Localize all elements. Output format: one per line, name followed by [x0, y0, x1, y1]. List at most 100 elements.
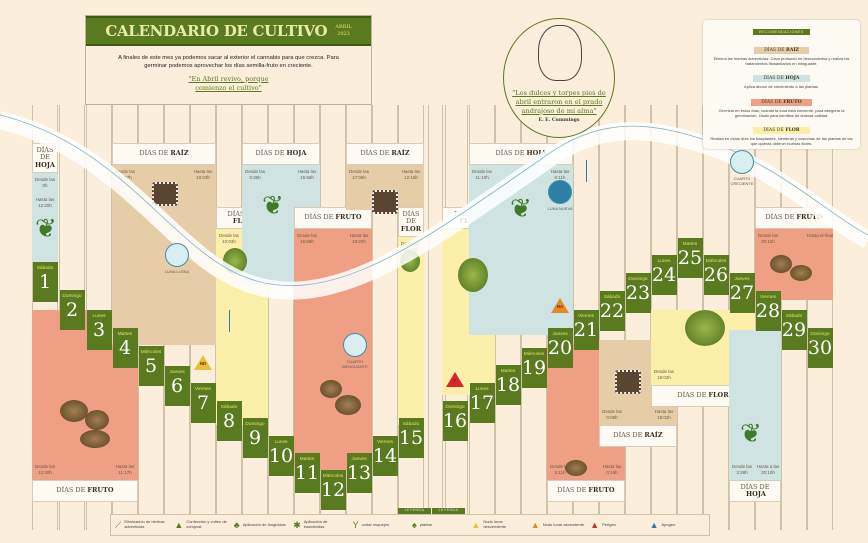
day-number: 8 — [222, 410, 236, 432]
day-box-28[interactable]: Viernes 28 — [755, 291, 781, 331]
recommendations-title: RECOMENDACIONES — [753, 29, 810, 35]
period-type: HOJA — [35, 160, 55, 169]
day-number: 16 — [442, 410, 468, 432]
legend-item: ▲ Perigeo — [590, 520, 645, 531]
recommendation-item: DÍAS DE HOJA Aplica abono de crecimiento … — [703, 66, 860, 89]
day-number: 14 — [372, 445, 398, 467]
day-number: 1 — [38, 271, 52, 293]
period-prefix: DÍAS DE — [360, 149, 390, 158]
legend-item: ♣ Aplicación de fungicidas — [234, 520, 289, 531]
day-box-26[interactable]: Miércoles 26 — [703, 255, 729, 295]
ascending-node-icon: ▲ — [530, 519, 540, 530]
day-box-21[interactable]: Viernes 21 — [573, 310, 599, 350]
weekday: Sábado — [36, 266, 54, 271]
day-box-22[interactable]: Sábado 22 — [599, 291, 625, 331]
day-box-29[interactable]: Sábado 29 — [781, 310, 807, 350]
recommendation-item: DÍAS DE FLOR Realiza en estos días los tr… — [703, 118, 860, 146]
day-number: 15 — [398, 427, 424, 449]
period-desde: Desde las 11:17h — [114, 169, 135, 180]
heading-type: FRUTO — [783, 99, 802, 105]
poem-quote: "Los dulces y torpes pies de abril entra… — [512, 89, 606, 115]
legend-item: ▲ Apogeo — [650, 520, 705, 531]
day-box-4[interactable]: Martes 4 — [112, 328, 138, 368]
period-hasta: Hasta las 11:17h — [115, 464, 135, 475]
day-number: 20 — [547, 337, 573, 359]
day-box-13[interactable]: Jueves 13 — [346, 453, 372, 493]
day-box-12[interactable]: Miércoles 12 — [320, 470, 346, 510]
legend: ⟋ Eliminación de hierbas adventicias ▲ Conf… — [110, 514, 710, 536]
day-box-24[interactable]: Lunes 24 — [651, 255, 677, 295]
weekday: Domingo — [810, 332, 830, 337]
year: 2023 — [337, 31, 350, 37]
day-box-16[interactable]: Domingo 16 — [442, 401, 468, 441]
period-prefix: DÍAS DE — [36, 145, 54, 162]
seed-illustration — [320, 380, 342, 398]
period-header: DÍAS DE FRUTO — [755, 207, 833, 229]
day-box-10[interactable]: Lunes 10 — [268, 436, 294, 476]
day-box-9[interactable]: Domingo 9 — [242, 418, 268, 458]
day-box-11[interactable]: Martes 11 — [294, 453, 320, 493]
leaf-illustration: ❦ — [510, 193, 532, 223]
day-box-5[interactable]: Miércoles 5 — [138, 346, 164, 386]
day-number: 3 — [92, 319, 106, 341]
day-box-18[interactable]: Martes 18 — [495, 365, 521, 405]
weekday: Martes — [117, 332, 133, 337]
legend-label: Aplicación de fungicidas — [242, 521, 286, 527]
lunar-event-marker: ND — [194, 355, 212, 370]
day-number: 9 — [248, 427, 262, 449]
day-box-1[interactable]: Sábado 1 — [32, 262, 58, 302]
period-type: HOJA — [746, 490, 766, 498]
period-hasta: Hasta el final — [807, 233, 834, 238]
weekday: Sábado — [220, 405, 238, 410]
day-box-30[interactable]: Domingo 30 — [807, 328, 833, 368]
day-box-14[interactable]: Viernes 14 — [372, 436, 398, 476]
period-hasta: Hasta las 10:03h — [193, 169, 213, 180]
period-desde: Desde las 17:06h — [348, 169, 369, 180]
weekday: Martes — [500, 369, 516, 374]
weekday: Miércoles — [705, 259, 727, 264]
day-box-19[interactable]: Miércoles 19 — [521, 348, 547, 388]
period-desde: Desde las 20:11h — [757, 233, 778, 244]
legend-label: Aplicación de insecticidas — [303, 519, 328, 529]
day-number: 21 — [573, 319, 599, 341]
day-box-6[interactable]: Jueves 6 — [164, 366, 190, 406]
legend-label: Nodo lunar ascendente — [542, 521, 585, 527]
day-number: 19 — [521, 357, 547, 379]
day-box-20[interactable]: Jueves 20 — [547, 328, 573, 368]
seed-illustration — [80, 430, 110, 448]
recommendation-text: Aplica abono de crecimiento a las planta… — [744, 84, 819, 90]
period-header: DÍAS DE RAÍZ — [599, 425, 677, 447]
day-box-7[interactable]: Viernes 7 — [190, 383, 216, 423]
period-hasta: Hasta a las 20:10h — [756, 464, 780, 475]
period-type: RAÍZ — [644, 431, 663, 440]
weekday: Sábado — [402, 422, 420, 427]
day-column — [268, 105, 294, 530]
moon-phase-icon — [548, 180, 572, 204]
recommendation-heading: DÍAS DE FLOR — [753, 126, 810, 134]
insecticide-icon: ✱ — [293, 519, 301, 530]
day-box-23[interactable]: Domingo 23 — [625, 273, 651, 313]
day-box-8[interactable]: Sábado 8 — [216, 401, 242, 441]
day-box-27[interactable]: Jueves 27 — [729, 273, 755, 313]
period-prefix: DÍAS DE — [56, 486, 86, 495]
period-hasta: Hasta las 19:20h — [349, 233, 369, 244]
day-column — [372, 105, 398, 530]
day-box-2[interactable]: Domingo 2 — [59, 290, 85, 330]
period-band-hoja — [729, 330, 781, 480]
day-box-25[interactable]: Martes 25 — [677, 238, 703, 278]
day-box-17[interactable]: Lunes 17 — [469, 383, 495, 423]
day-number: 11 — [294, 462, 320, 484]
day-box-3[interactable]: Lunes 3 — [86, 310, 112, 350]
day-box-15[interactable]: Sábado 15 — [398, 418, 424, 458]
period-prefix: DÍAS DE — [495, 149, 525, 158]
descending-node-icon: ▲ — [471, 519, 481, 530]
period-desde: Desde las 12:20h — [34, 464, 55, 475]
day-number: 12 — [320, 479, 346, 501]
saying-quote: "En Abril revivo, porque comienzo el cul… — [188, 74, 269, 92]
moon-phase-label: CUARTO MENGUANTE — [342, 359, 368, 369]
day-number: 26 — [703, 264, 729, 286]
period-type: FRUTO — [588, 486, 615, 495]
recommendation-heading: DÍAS DE RAÍZ — [754, 47, 809, 54]
